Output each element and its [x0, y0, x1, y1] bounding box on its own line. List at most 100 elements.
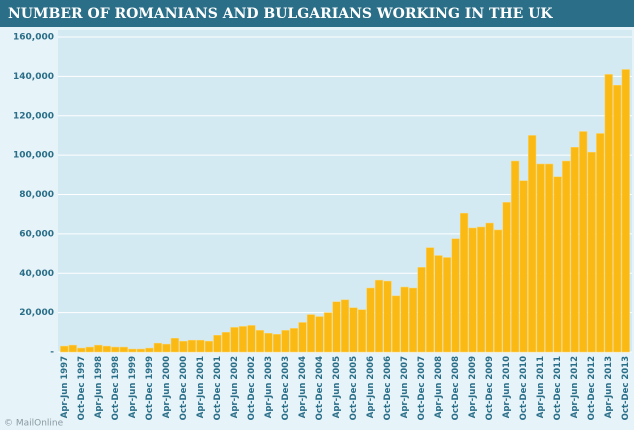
x-tick-label: Oct-Dec 2010 — [519, 356, 529, 420]
x-tick-label: Oct-Dec 2013 — [621, 356, 631, 420]
x-tick-label: Oct-Dec 2006 — [383, 356, 393, 420]
bar — [128, 348, 137, 353]
bar — [204, 340, 213, 353]
bar — [562, 160, 571, 353]
bar — [451, 238, 460, 353]
x-tick-label: Apr-Jun 1998 — [94, 356, 104, 418]
bar — [162, 343, 171, 353]
bar — [145, 347, 154, 353]
x-tick-label: Apr-Jun 2008 — [434, 356, 444, 418]
chart-title: NUMBER OF ROMANIANS AND BULGARIANS WORKI… — [8, 6, 553, 22]
bar — [179, 340, 188, 353]
x-tick-label: Oct-Dec 1998 — [111, 356, 121, 420]
y-tick-label: 120,000 — [13, 111, 54, 121]
bar — [613, 84, 622, 353]
bar — [621, 69, 630, 353]
x-tick-label: Apr-Jun 2004 — [298, 356, 308, 418]
bar — [570, 147, 579, 353]
bar — [298, 322, 307, 353]
plot-area — [58, 30, 632, 352]
bar — [408, 287, 418, 353]
y-tick-label: 100,000 — [13, 151, 54, 161]
x-tick-label: Apr-Jun 2005 — [332, 356, 342, 418]
bar — [400, 286, 409, 353]
bar — [417, 267, 426, 353]
bar — [102, 345, 111, 353]
x-tick-label: Apr-Jun 2001 — [196, 356, 206, 418]
bar — [60, 345, 69, 353]
bar — [502, 202, 511, 353]
bar — [579, 131, 588, 353]
bar — [306, 314, 316, 353]
x-tick-label: Apr-Jun 2012 — [570, 356, 580, 418]
bar — [425, 247, 435, 353]
bar — [374, 279, 384, 353]
x-tick-label: Oct-Dec 2004 — [315, 356, 325, 420]
bar — [196, 339, 205, 353]
x-tick-label: Oct-Dec 2005 — [349, 356, 359, 420]
bar — [332, 301, 341, 353]
bar — [68, 344, 77, 353]
bar — [238, 326, 247, 353]
y-tick-label: - — [50, 348, 54, 358]
bar — [230, 327, 239, 353]
x-tick-label: Oct-Dec 2000 — [179, 356, 189, 420]
bar — [170, 337, 179, 353]
x-tick-label: Apr-Jun 1997 — [60, 356, 70, 418]
bar — [111, 346, 120, 353]
bar — [536, 163, 545, 353]
y-tick-label: 40,000 — [19, 269, 54, 279]
x-tick-label: Oct-Dec 1997 — [77, 356, 87, 420]
bar — [323, 312, 333, 353]
bar — [315, 316, 324, 353]
bar — [545, 163, 554, 353]
bar — [391, 295, 401, 353]
bar — [85, 346, 94, 353]
bar — [443, 257, 452, 353]
x-tick-label: Apr-Jun 2013 — [604, 356, 614, 418]
bar — [434, 255, 443, 353]
y-tick-label: 80,000 — [19, 190, 54, 200]
bar — [289, 328, 299, 353]
x-tick-label: Oct-Dec 2011 — [553, 356, 563, 420]
x-tick-label: Oct-Dec 2001 — [213, 356, 223, 420]
bar — [187, 339, 196, 353]
x-tick-label: Oct-Dec 2003 — [281, 356, 291, 420]
bar — [460, 212, 469, 353]
x-tick-label: Oct-Dec 2002 — [247, 356, 257, 420]
x-tick-label: Apr-Jun 2006 — [366, 356, 376, 418]
bar — [272, 334, 282, 353]
bar — [366, 287, 375, 353]
bar — [519, 180, 528, 353]
x-tick-label: Apr-Jun 2007 — [400, 356, 410, 418]
bar — [340, 299, 350, 353]
y-tick-label: 160,000 — [13, 33, 54, 43]
y-tick-label: 140,000 — [13, 72, 54, 82]
bar — [528, 135, 537, 353]
x-tick-label: Apr-Jun 2011 — [536, 356, 546, 418]
bar — [553, 176, 562, 353]
bar — [77, 347, 86, 353]
bar — [511, 160, 520, 353]
y-tick-label: 60,000 — [19, 229, 54, 239]
bar — [119, 346, 128, 353]
x-tick-label: Oct-Dec 2009 — [485, 356, 495, 420]
title-bar — [0, 0, 634, 27]
bar — [477, 226, 486, 353]
bar — [153, 342, 162, 353]
bar — [264, 333, 273, 353]
bar — [281, 330, 290, 353]
bar — [136, 348, 145, 353]
x-tick-label: Apr-Jun 2002 — [230, 356, 240, 418]
y-tick-label: 20,000 — [19, 308, 54, 318]
x-tick-label: Apr-Jun 2000 — [162, 356, 172, 418]
bar — [596, 133, 605, 353]
bar — [485, 222, 494, 353]
bar — [383, 280, 392, 353]
bar — [494, 229, 503, 353]
bar — [349, 307, 358, 353]
x-tick-label: Apr-Jun 2009 — [468, 356, 478, 418]
bar — [357, 309, 367, 353]
x-tick-label: Apr-Jun 2003 — [264, 356, 274, 418]
